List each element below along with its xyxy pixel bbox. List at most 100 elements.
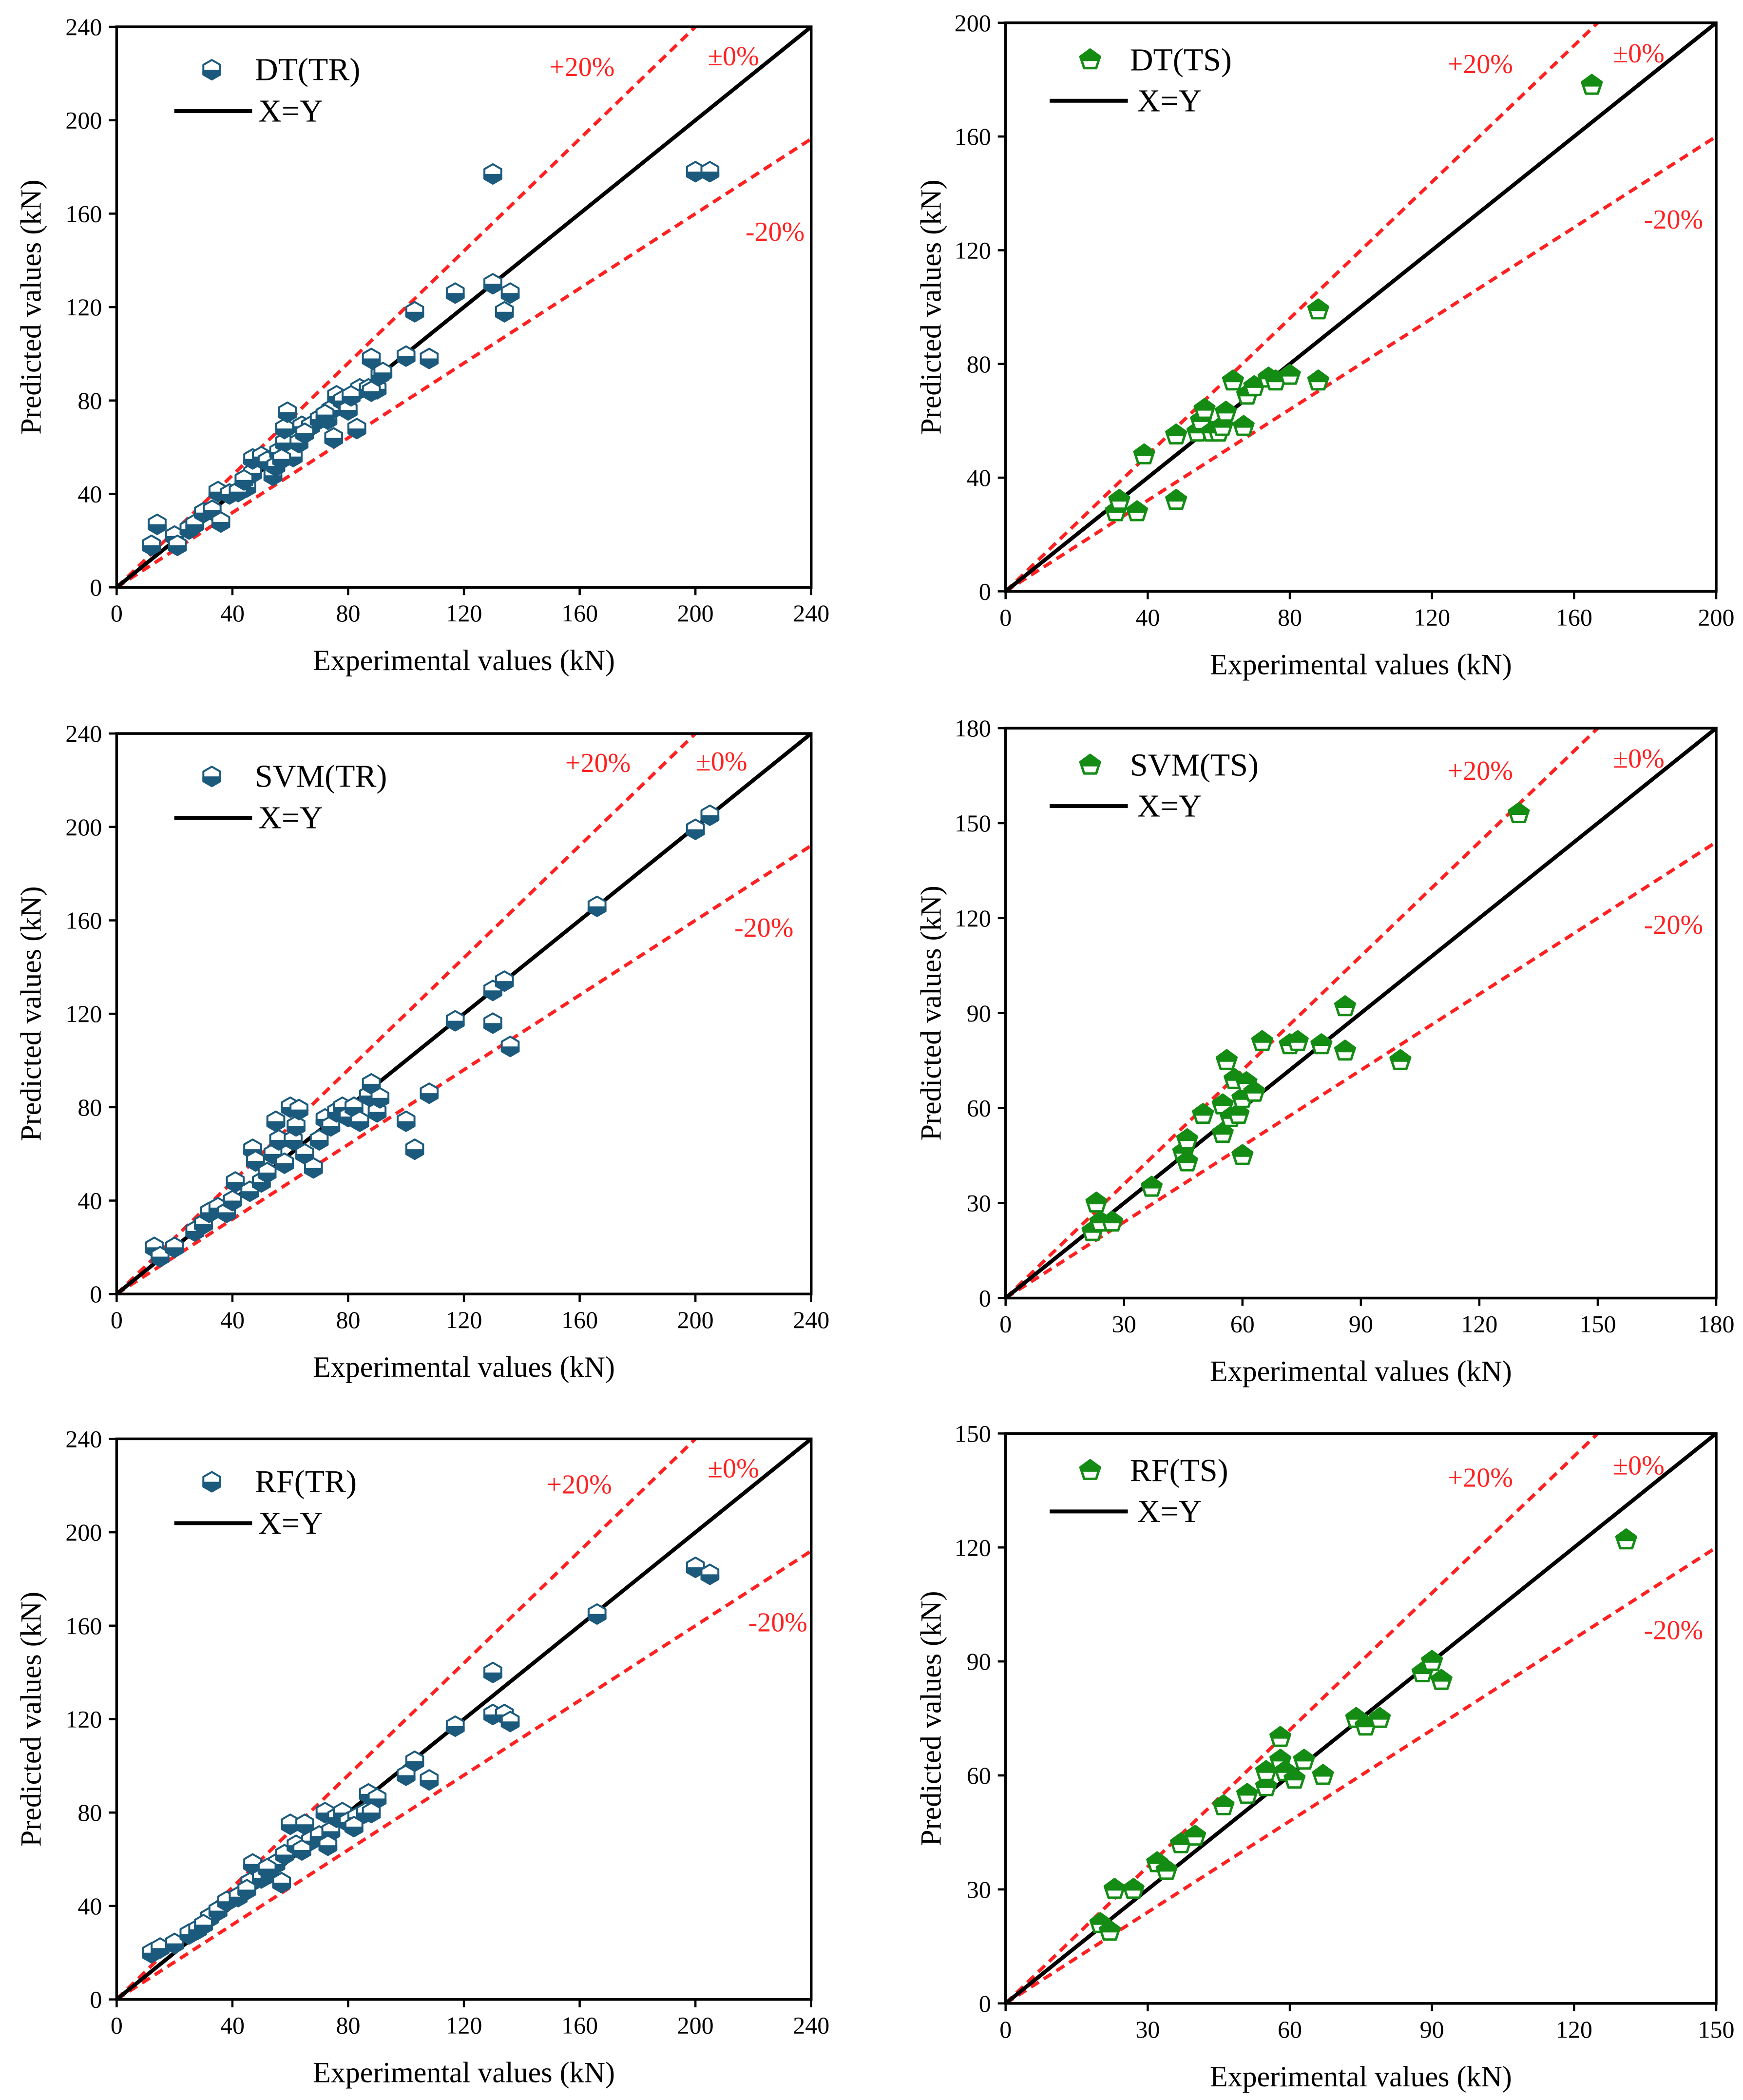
data-point [257, 1858, 277, 1880]
legend-marker-fill [202, 776, 221, 788]
y-tick-label: 200 [65, 1519, 102, 1546]
x-tick-label: 40 [220, 599, 245, 627]
minus-20-percent-label: -20% [748, 1607, 807, 1638]
data-point [229, 1886, 248, 1907]
plus-20-percent-label: +20% [547, 1469, 612, 1500]
data-point-fill [686, 1567, 705, 1578]
data-point [1279, 364, 1301, 385]
data-point-fill [1369, 1707, 1391, 1720]
x-tick-label: 150 [1579, 1310, 1616, 1338]
data-point-fill [309, 1139, 329, 1151]
data-point [397, 1764, 416, 1786]
data-point [405, 1138, 424, 1160]
y-tick-label: 30 [967, 1190, 991, 1217]
data-point [1255, 1775, 1277, 1796]
data-point-fill [292, 1850, 311, 1861]
plus-20-percent-label: +20% [549, 52, 614, 82]
data-point-fill [1165, 489, 1188, 502]
data-point-fill [194, 1925, 213, 1936]
data-point-fill [321, 1126, 341, 1137]
x-tick-label: 90 [1420, 2016, 1444, 2043]
data-point-fill [700, 1574, 720, 1585]
y-axis-title: Predicted values (kN) [15, 1592, 47, 1847]
data-point [362, 380, 381, 402]
zero-percent-label: ±0% [696, 747, 747, 777]
y-tick-label: 0 [979, 1285, 991, 1312]
x-tick-label: 0 [999, 2016, 1012, 2043]
data-points [1081, 802, 1530, 1241]
x-tick-label: 0 [999, 603, 1012, 631]
plus-20-percent-label: +20% [1448, 1463, 1513, 1493]
legend: DT(TR) X=Y [174, 52, 360, 129]
data-point [237, 1879, 256, 1901]
data-point-fill [1215, 401, 1237, 414]
data-point-fill [142, 545, 161, 556]
data-point-fill [272, 1883, 291, 1893]
data-point-fill [275, 428, 294, 440]
data-point [272, 448, 291, 470]
plus-20-percent-line [116, 1439, 697, 2000]
minus-20-percent-label: -20% [746, 217, 804, 247]
x-tick-label: 120 [1556, 2016, 1592, 2043]
y-tick-label: 60 [967, 1095, 991, 1122]
legend-line-label: X=Y [1137, 789, 1202, 824]
y-tick-label: 90 [967, 1648, 991, 1675]
legend-marker [1079, 48, 1101, 70]
legend-marker [1079, 753, 1101, 775]
data-point-fill [345, 1827, 364, 1837]
data-point-fill [397, 1775, 416, 1786]
data-point-fill [1269, 1749, 1291, 1762]
data-point [495, 970, 514, 992]
legend-line-label: X=Y [1137, 83, 1202, 118]
y-tick-label: 0 [90, 1280, 102, 1308]
data-point [1269, 1726, 1291, 1747]
data-point [1141, 1175, 1163, 1197]
legend-line-label: X=Y [258, 1505, 323, 1541]
data-point-fill [1430, 1669, 1453, 1682]
data-point [275, 418, 294, 440]
data-point-fill [500, 1721, 520, 1733]
data-point-fill [1334, 1040, 1356, 1053]
data-point-fill [1293, 1749, 1315, 1762]
data-point-fill [185, 524, 205, 535]
data-point [1211, 1122, 1234, 1143]
data-point-fill [1212, 1794, 1235, 1807]
data-point [1286, 1030, 1309, 1051]
data-point-fill [1211, 1093, 1234, 1106]
data-points [142, 1557, 720, 1964]
x-axis-title: Experimental values (kN) [313, 1351, 615, 1383]
data-point [420, 1769, 439, 1791]
data-point [165, 1236, 184, 1258]
data-point-fill [483, 284, 502, 295]
x-tick-label: 120 [446, 599, 482, 627]
data-point [1307, 298, 1329, 320]
x-tick-label: 0 [999, 1310, 1012, 1338]
data-point [1251, 1030, 1273, 1051]
data-point-fill [217, 1212, 236, 1223]
x-tick-label: 160 [561, 1306, 598, 1333]
data-point-fill [1251, 1030, 1273, 1043]
data-point-fill [284, 1139, 303, 1151]
chart-svm-test: 0 30 60 90 120 150 180 0 30 60 90 120 150 180 Experime… [915, 714, 1735, 1387]
x-tick-label: 40 [220, 1306, 245, 1333]
data-point [289, 1098, 308, 1120]
chart-svm-train: 0 40 80 120 160 200 240 0 40 80 120 160 200 240 Experi… [15, 720, 829, 1383]
x-tick-label: 160 [561, 599, 598, 627]
legend-series-label: RF(TS) [1130, 1453, 1228, 1488]
data-point-fill [1103, 1878, 1126, 1891]
data-point-fill [483, 1023, 502, 1034]
x-tick-label: 120 [1414, 603, 1450, 631]
y-tick-label: 240 [65, 720, 102, 747]
data-point [281, 1813, 300, 1835]
data-point [1508, 802, 1530, 823]
x-axis-title: Experimental values (kN) [313, 644, 615, 676]
data-point [287, 1115, 306, 1137]
data-point-fill [367, 1798, 387, 1810]
data-point [345, 1816, 364, 1837]
data-point-fill [1192, 1103, 1214, 1116]
y-tick-label: 120 [65, 1706, 102, 1733]
data-point [226, 1171, 245, 1193]
data-point [373, 362, 393, 384]
data-point-fill [237, 1889, 256, 1901]
